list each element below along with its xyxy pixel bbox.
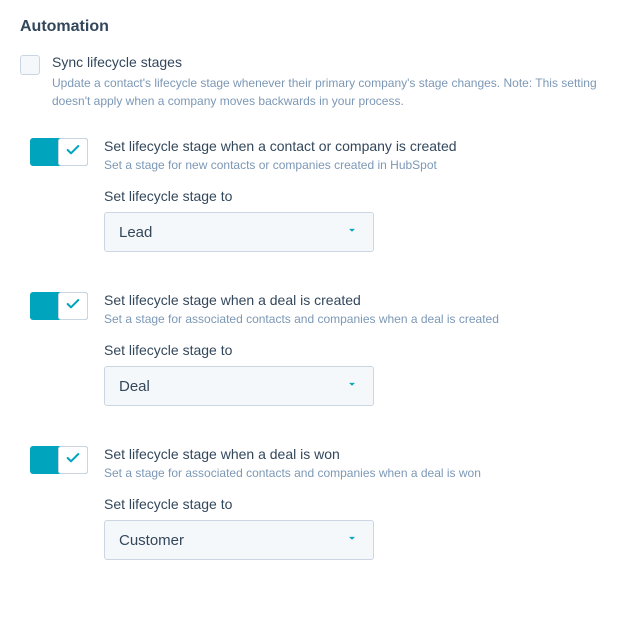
chevron-down-icon (345, 531, 359, 550)
lifecycle-stage-select-won[interactable]: Customer (104, 520, 374, 560)
lifecycle-stage-select-deal[interactable]: Deal (104, 366, 374, 406)
check-icon (65, 142, 81, 163)
toggle-handle (58, 292, 88, 320)
field-label: Set lifecycle stage to (104, 342, 603, 358)
check-icon (65, 296, 81, 317)
toggle-section-deal-created: Set lifecycle stage when a deal is creat… (20, 292, 603, 406)
toggle-description: Set a stage for new contacts or companie… (104, 158, 603, 172)
check-icon (65, 450, 81, 471)
field-label: Set lifecycle stage to (104, 496, 603, 512)
chevron-down-icon (345, 377, 359, 396)
sync-lifecycle-content: Sync lifecycle stages Update a contact's… (52, 54, 603, 110)
toggle-content: Set lifecycle stage when a contact or co… (104, 138, 603, 252)
sync-lifecycle-label: Sync lifecycle stages (52, 54, 603, 70)
lifecycle-stage-select-contact[interactable]: Lead (104, 212, 374, 252)
toggle-deal-won[interactable] (30, 446, 88, 474)
sync-lifecycle-checkbox[interactable] (20, 55, 40, 75)
toggle-label: Set lifecycle stage when a deal is won (104, 446, 603, 462)
select-value: Lead (119, 224, 152, 241)
toggle-description: Set a stage for associated contacts and … (104, 466, 603, 480)
sync-lifecycle-description: Update a contact's lifecycle stage whene… (52, 74, 603, 110)
select-value: Deal (119, 378, 150, 395)
toggle-label: Set lifecycle stage when a deal is creat… (104, 292, 603, 308)
toggle-contact-created[interactable] (30, 138, 88, 166)
toggle-content: Set lifecycle stage when a deal is creat… (104, 292, 603, 406)
section-title: Automation (20, 18, 603, 36)
select-value: Customer (119, 532, 184, 549)
toggle-section-deal-won: Set lifecycle stage when a deal is won S… (20, 446, 603, 560)
chevron-down-icon (345, 223, 359, 242)
toggle-handle (58, 446, 88, 474)
toggle-description: Set a stage for associated contacts and … (104, 312, 603, 326)
toggle-deal-created[interactable] (30, 292, 88, 320)
toggle-content: Set lifecycle stage when a deal is won S… (104, 446, 603, 560)
toggle-handle (58, 138, 88, 166)
sync-lifecycle-row: Sync lifecycle stages Update a contact's… (20, 54, 603, 110)
toggle-section-contact-created: Set lifecycle stage when a contact or co… (20, 138, 603, 252)
field-label: Set lifecycle stage to (104, 188, 603, 204)
toggle-label: Set lifecycle stage when a contact or co… (104, 138, 603, 154)
